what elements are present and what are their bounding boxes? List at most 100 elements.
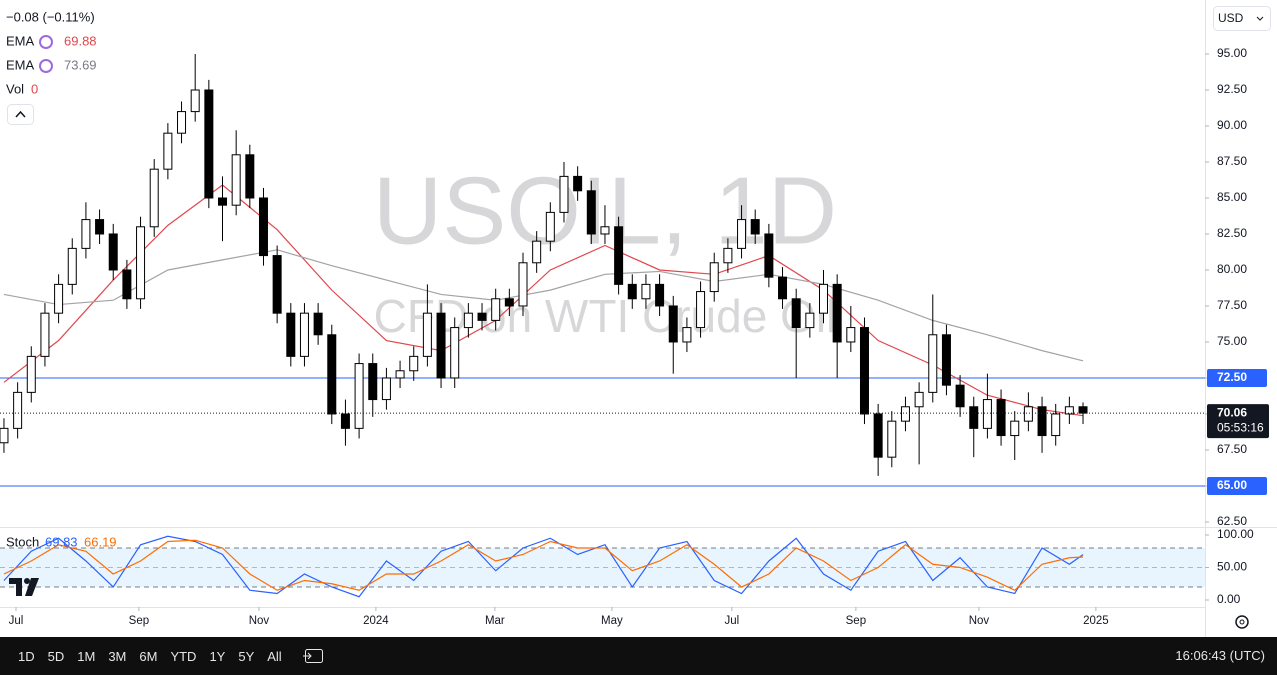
- candle-body: [40, 312, 50, 357]
- candle-body: [0, 427, 9, 444]
- y-tick-label: 87.50: [1217, 154, 1247, 168]
- range-button[interactable]: 5D: [47, 648, 65, 664]
- range-button[interactable]: YTD: [170, 648, 197, 664]
- candle-body: [26, 355, 36, 393]
- range-button[interactable]: All: [267, 648, 282, 664]
- y-tick-label: 80.00: [1217, 262, 1247, 276]
- clock[interactable]: 16:06:43 (UTC): [1175, 648, 1265, 663]
- chevron-icon: [15, 110, 26, 118]
- candle-body: [177, 111, 187, 134]
- countdown-label: 05:53:16: [1217, 420, 1264, 434]
- candle-body: [1064, 406, 1074, 415]
- candle-body: [832, 283, 842, 343]
- candle-body: [299, 312, 309, 357]
- y-tick-label: 50.00: [1217, 560, 1247, 574]
- x-tick-label: Sep: [129, 615, 149, 627]
- range-button[interactable]: 6M: [139, 648, 158, 664]
- icon-part: [302, 652, 312, 660]
- y-tick-label: 62.50: [1217, 514, 1247, 528]
- ema-label: EMA: [6, 33, 35, 48]
- candle-body: [682, 327, 692, 343]
- candle-body: [614, 226, 624, 285]
- candle-body: [436, 312, 446, 379]
- x-tick-label: May: [601, 615, 623, 627]
- candle-body: [54, 283, 64, 314]
- range-button[interactable]: 1D: [18, 648, 35, 664]
- candle-body: [955, 384, 965, 408]
- candle-body: [791, 298, 801, 329]
- candle-body: [709, 262, 719, 293]
- range-button[interactable]: 1Y: [209, 648, 226, 664]
- settings-button[interactable]: [1235, 615, 1249, 629]
- candle-body: [982, 399, 992, 429]
- range-button[interactable]: 3M: [108, 648, 127, 664]
- candle-body: [996, 399, 1006, 437]
- candle-body: [491, 298, 501, 321]
- logo-part: [25, 578, 39, 596]
- candle-body: [723, 247, 733, 264]
- vol-value: 0: [31, 81, 38, 96]
- candle-body: [737, 219, 747, 249]
- last-price-box: [1207, 404, 1269, 439]
- y-tick-label: 95.00: [1217, 46, 1247, 60]
- caret-icon: [1256, 16, 1264, 21]
- candle-body: [354, 363, 364, 429]
- candle-body: [313, 312, 323, 336]
- candle-body: [819, 283, 829, 314]
- range-button[interactable]: 1M: [77, 648, 96, 664]
- candle-body: [1078, 406, 1088, 414]
- overlay: −0.08 (−0.11%) EMA 69.88 EMA 73.69 Vol 0…: [6, 6, 1271, 629]
- y-tick-label: 82.50: [1217, 226, 1247, 240]
- candle-body: [108, 233, 118, 271]
- candle-body: [477, 312, 487, 321]
- stoch-d-value: 66.19: [84, 534, 117, 549]
- ema-icon[interactable]: [39, 59, 53, 73]
- gear-icon: [1239, 619, 1245, 625]
- vol-label: Vol: [6, 81, 24, 96]
- compare-icon[interactable]: [302, 645, 326, 667]
- range-button[interactable]: 5Y: [238, 648, 255, 664]
- y-tick-label: 100.00: [1217, 527, 1254, 541]
- currency-label: USD: [1218, 11, 1244, 25]
- ema-label: EMA: [6, 57, 35, 72]
- level-label-box: [1207, 476, 1267, 495]
- ema-line: [3, 249, 1084, 362]
- candle-body: [258, 197, 268, 257]
- candle-body: [149, 168, 159, 228]
- y-tick-label: 67.50: [1217, 442, 1247, 456]
- candle-body: [846, 327, 856, 343]
- x-tick-label: Nov: [969, 615, 990, 627]
- stoch-line: [3, 539, 1084, 591]
- y-tick-label: 0.00: [1217, 592, 1241, 606]
- stoch-label: Stoch: [6, 534, 39, 549]
- candle-body: [545, 211, 555, 242]
- collapse-button[interactable]: [7, 104, 34, 125]
- candle-body: [204, 89, 214, 199]
- candle-body: [286, 312, 296, 357]
- ema-icon[interactable]: [39, 35, 53, 49]
- bottom-toolbar: 1D 5D 1M 3M 6M YTD 1Y 5Y All 16:06:43 (UTC): [0, 637, 1277, 675]
- candle-body: [136, 226, 146, 300]
- currency-button[interactable]: [1213, 6, 1271, 31]
- price-change: −0.08 (−0.11%): [6, 9, 95, 24]
- candle-body: [627, 283, 637, 300]
- candle-body: [586, 190, 596, 235]
- x-tick-label: Jul: [9, 615, 24, 627]
- x-tick-label: 2024: [363, 615, 389, 627]
- candle-body: [245, 154, 255, 199]
- y-tick-label: 77.50: [1217, 298, 1247, 312]
- plot: 62.5065.0067.5070.0072.5075.0077.5080.00…: [0, 46, 1269, 627]
- y-tick-label: 75.00: [1217, 334, 1247, 348]
- candle-body: [969, 406, 979, 429]
- last-price-label: 70.06: [1217, 405, 1247, 419]
- candle-body: [941, 334, 951, 386]
- ema-value: 69.88: [64, 33, 97, 48]
- candle-body: [463, 312, 473, 329]
- tradingview-logo[interactable]: [9, 578, 39, 596]
- candle-body: [340, 413, 350, 429]
- candle-body: [1010, 420, 1020, 437]
- candle-body: [859, 327, 869, 415]
- ema-value: 73.69: [64, 57, 97, 72]
- chart-area: USOIL, 1D CFD on WTI Crude Oil 62.5065.0…: [0, 0, 1277, 637]
- x-tick-label: Sep: [846, 615, 866, 627]
